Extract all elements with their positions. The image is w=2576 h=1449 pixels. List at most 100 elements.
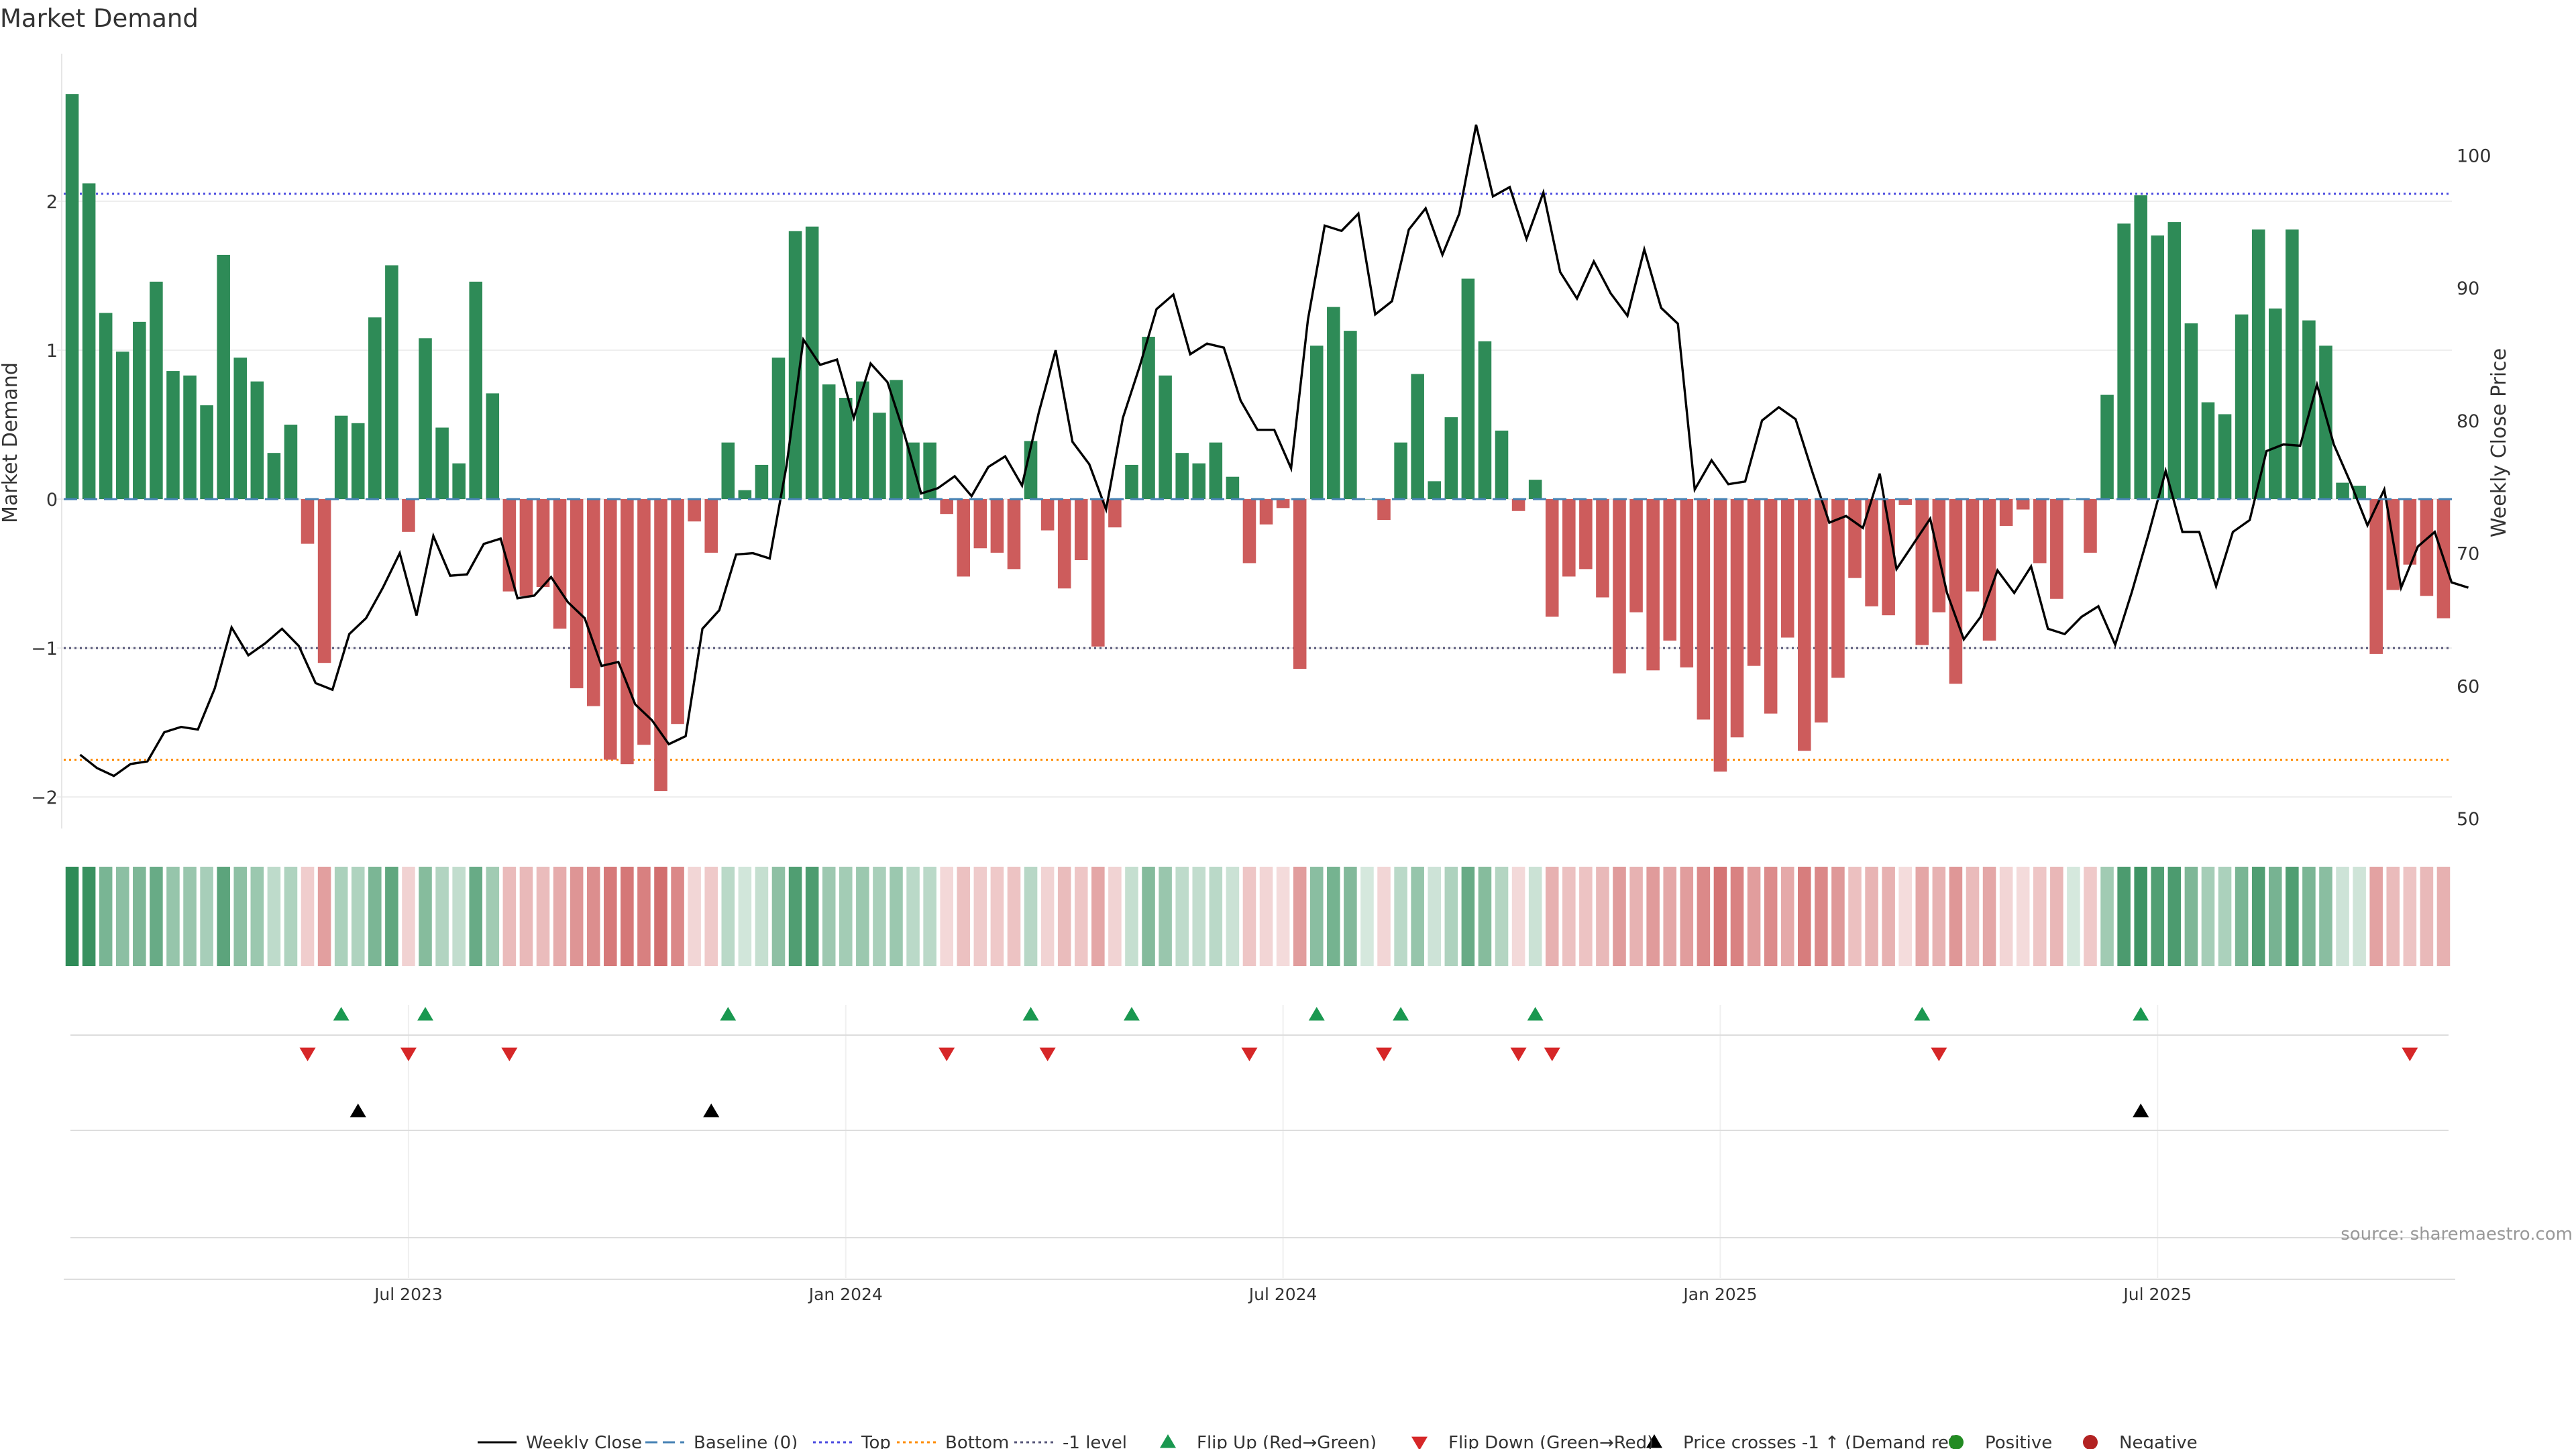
demand-bar (1495, 430, 1509, 499)
demand-bar (1528, 480, 1542, 499)
demand-bar (217, 254, 230, 499)
demand-bar (2050, 499, 2063, 599)
demand-bar (2420, 499, 2434, 596)
reference-lines (64, 193, 2452, 761)
heat-cell (2436, 867, 2451, 966)
heat-cell (1495, 867, 1509, 966)
heat-cell (621, 867, 634, 966)
demand-bar (2084, 499, 2097, 553)
demand-bar (536, 499, 550, 587)
demand-bar (1007, 499, 1021, 570)
heat-cell (890, 867, 903, 966)
flip-up-marker (333, 1007, 350, 1021)
heat-cell (788, 867, 802, 966)
x-tick-label: Jan 2025 (1682, 1285, 1757, 1304)
demand-bar (1697, 499, 1711, 720)
demand-bar (317, 499, 331, 663)
flip-down-marker (1544, 1047, 1560, 1061)
demand-bar (2184, 323, 2198, 499)
demand-bar (1545, 499, 1559, 617)
y2-tick-label: 50 (2457, 809, 2479, 830)
demand-bar (1276, 499, 1290, 508)
demand-bar (553, 499, 567, 629)
heat-cell (1091, 867, 1105, 966)
legend-swatch-flip-up (1160, 1434, 1176, 1448)
demand-bar (1999, 499, 2013, 526)
flip-up-marker (1393, 1007, 1409, 1021)
demand-bar (1562, 499, 1576, 577)
demand-bar (2403, 499, 2417, 565)
demand-bar (1242, 499, 1256, 564)
legend-label: Flip Down (Green→Red) (1448, 1433, 1654, 1449)
demand-bar (452, 463, 466, 499)
demand-bar (250, 381, 264, 499)
flip-down-marker (299, 1047, 316, 1061)
legend-label: -1 level (1063, 1433, 1127, 1449)
demand-bar (99, 313, 113, 499)
demand-bar (183, 375, 197, 499)
demand-bar (637, 499, 651, 745)
heat-cell (2268, 867, 2282, 966)
heat-cell (301, 867, 315, 966)
demand-bar (771, 358, 786, 499)
legend-label: Top (861, 1433, 891, 1449)
demand-bar (1898, 499, 1912, 505)
heat-cell (1815, 867, 1828, 966)
heat-cell (2100, 867, 2114, 966)
heat-cell (957, 867, 971, 966)
heat-cell (334, 867, 348, 966)
demand-bar (351, 423, 365, 499)
demand-bar (1713, 499, 1727, 772)
heat-cell (1461, 867, 1475, 966)
demand-bar (1040, 499, 1055, 531)
demand-bar (1057, 499, 1071, 589)
heat-cell (1713, 867, 1727, 966)
heat-cell (2302, 867, 2316, 966)
chart-title: Market Demand (0, 4, 199, 33)
demand-bar (890, 380, 903, 499)
demand-bar (2369, 499, 2383, 654)
heat-cell (1344, 867, 1357, 966)
heat-cell (2050, 867, 2063, 966)
heat-cell (1159, 867, 1172, 966)
demand-bar (1680, 499, 1694, 667)
heat-cell (267, 867, 281, 966)
heat-cell (738, 867, 752, 966)
heat-cell (1932, 867, 1946, 966)
demand-bar (1074, 499, 1088, 561)
heat-cell (1259, 867, 1273, 966)
y-tick-label: −2 (31, 788, 58, 808)
demand-bar (570, 499, 584, 688)
heat-cell (1966, 867, 1980, 966)
demand-bar (654, 499, 667, 792)
heat-cell (1394, 867, 1407, 966)
demand-bar (1444, 417, 1458, 499)
demand-bar (2117, 223, 2131, 499)
demand-bar (990, 499, 1004, 553)
x-tick-label: Jul 2023 (373, 1285, 443, 1304)
heat-cell (2235, 867, 2249, 966)
heat-cell (637, 867, 651, 966)
demand-bar (1949, 499, 1963, 684)
demand-bar (721, 442, 735, 499)
heat-cell (1074, 867, 1088, 966)
heat-cell (822, 867, 836, 966)
heat-cell (1646, 867, 1660, 966)
heat-cell (755, 867, 769, 966)
heat-cell (2167, 867, 2182, 966)
heat-cell (536, 867, 550, 966)
demand-bar (1730, 499, 1744, 738)
y2-tick-label: 80 (2457, 411, 2479, 432)
y-tick-label: 0 (46, 490, 58, 511)
heat-cell (2403, 867, 2417, 966)
heat-cell (1562, 867, 1576, 966)
heat-cell (1125, 867, 1138, 966)
demand-bar (1024, 441, 1038, 499)
demand-bar (1108, 499, 1122, 528)
demand-bar (973, 499, 987, 549)
heat-cell (2420, 867, 2434, 966)
heat-cell (1142, 867, 1155, 966)
flip-up-marker (1527, 1007, 1544, 1021)
heat-cell (2218, 867, 2232, 966)
demand-bar (1815, 499, 1828, 722)
